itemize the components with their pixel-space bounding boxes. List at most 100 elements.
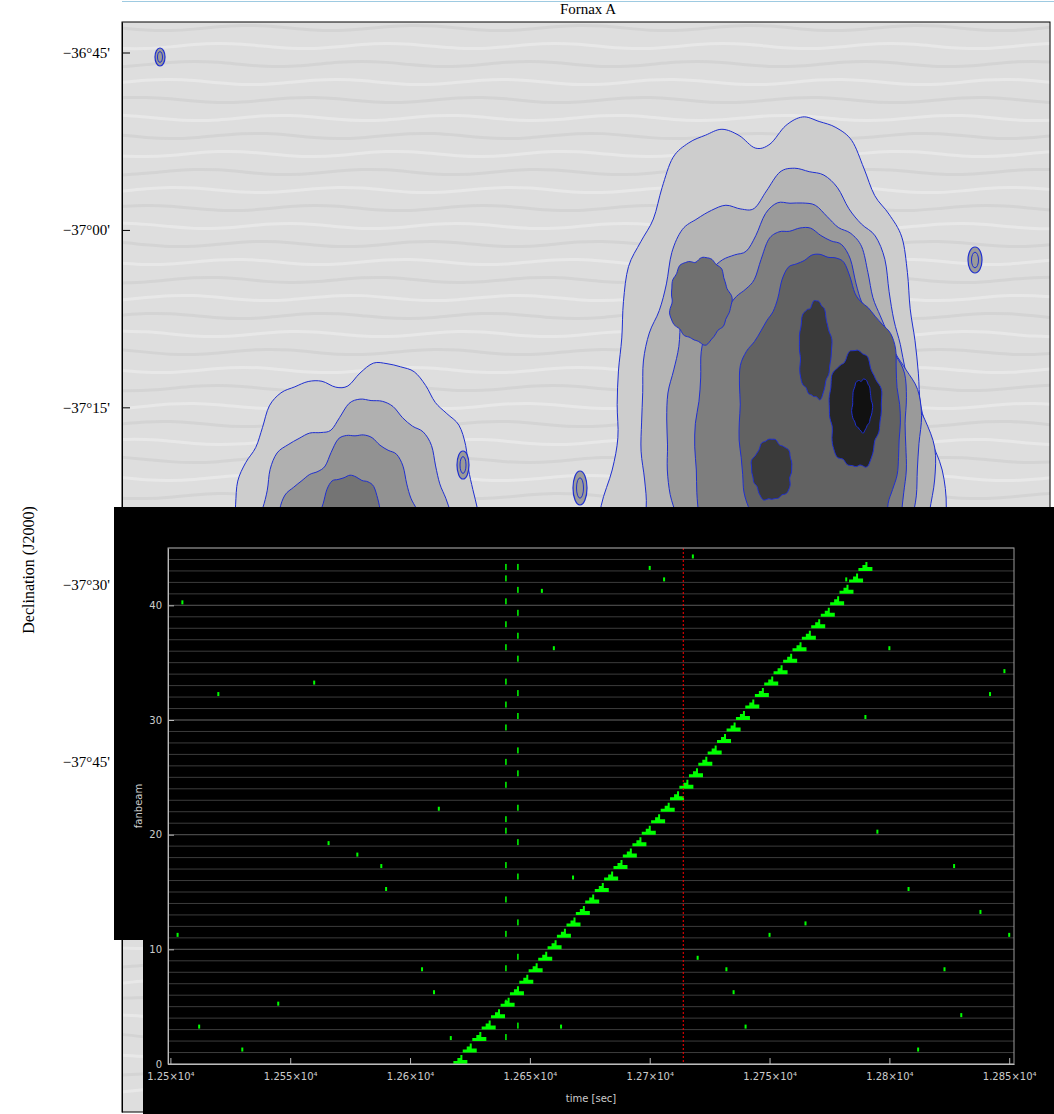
minor-grid-line xyxy=(168,857,1014,858)
detection xyxy=(505,1000,507,1006)
minor-grid-line xyxy=(168,777,1014,778)
detection xyxy=(517,988,519,994)
map-texture xyxy=(122,169,1050,175)
detection xyxy=(482,1021,496,1030)
tick: 1.255×10⁴ xyxy=(264,1058,318,1082)
detection xyxy=(517,610,519,616)
minor-grid-line xyxy=(168,937,1014,938)
chart-root: −36°45'−37°00'−37°15'−37°30'−37°45'Forna… xyxy=(0,0,1054,1114)
detection xyxy=(708,745,722,754)
contour xyxy=(751,439,792,500)
detection xyxy=(181,600,183,604)
tick-label: 1.26×10⁴ xyxy=(387,1071,434,1082)
tick: 1.28×10⁴ xyxy=(866,1058,913,1082)
marks xyxy=(177,548,1011,1064)
detection xyxy=(623,849,637,858)
detection xyxy=(505,816,507,822)
y-axis: 010203040 xyxy=(149,549,174,1070)
detection xyxy=(421,967,423,971)
detection xyxy=(517,713,519,719)
detection xyxy=(519,975,533,984)
detection xyxy=(517,919,519,925)
detection xyxy=(517,874,519,880)
detection xyxy=(541,589,543,593)
detection xyxy=(517,770,519,776)
detection xyxy=(505,575,507,581)
detection xyxy=(538,952,552,961)
detection xyxy=(505,759,507,765)
map-texture xyxy=(122,241,1050,246)
detection xyxy=(595,883,609,892)
tick-mark xyxy=(650,1058,651,1064)
detection xyxy=(876,830,878,834)
detection xyxy=(960,1013,962,1017)
detection xyxy=(438,807,440,811)
detection xyxy=(505,679,507,685)
detection xyxy=(864,715,866,719)
detection xyxy=(529,963,543,972)
detection xyxy=(505,965,507,971)
detection xyxy=(505,702,507,708)
tick: 1.265×10⁴ xyxy=(504,1058,558,1082)
detection xyxy=(505,724,507,730)
minor-grid-line xyxy=(168,616,1014,617)
minor-grid-line xyxy=(168,834,1014,835)
detection xyxy=(505,862,507,868)
minor-grid-line xyxy=(168,960,1014,961)
detection xyxy=(517,954,519,960)
tick: −36°45' xyxy=(63,45,130,61)
detection xyxy=(642,826,656,835)
tick-mark xyxy=(530,1058,531,1064)
detection xyxy=(908,887,910,891)
detection xyxy=(328,841,330,845)
grid-line xyxy=(168,949,1014,950)
tick-mark xyxy=(122,407,130,408)
detection xyxy=(943,967,945,971)
minor-grid-line xyxy=(168,972,1014,973)
minor-grid-line xyxy=(168,593,1014,594)
tick-mark xyxy=(168,835,174,836)
tick-label: 1.255×10⁴ xyxy=(264,1071,318,1082)
map-texture xyxy=(122,43,1050,49)
minor-grid-line xyxy=(168,846,1014,847)
detection xyxy=(632,837,646,846)
title: Fornax A xyxy=(560,1,616,17)
map-texture xyxy=(122,295,1050,300)
detection xyxy=(505,598,507,604)
detection xyxy=(517,839,519,845)
tick-mark xyxy=(168,605,174,606)
tick-label: 1.27×10⁴ xyxy=(627,1071,674,1082)
detection xyxy=(472,1032,486,1041)
minor-grid-line xyxy=(168,754,1014,755)
detection xyxy=(979,910,981,914)
detection xyxy=(433,990,435,994)
minor-grid-line xyxy=(168,823,1014,824)
detection xyxy=(313,681,315,685)
tick-mark xyxy=(168,720,174,721)
axis-line xyxy=(169,1064,1015,1065)
tick-label: 30 xyxy=(149,715,162,726)
detection xyxy=(517,747,519,753)
axis-title: time [sec] xyxy=(566,1093,617,1104)
minor-grid-line xyxy=(168,811,1014,812)
grid-line xyxy=(168,720,1014,721)
tick-mark xyxy=(889,1058,890,1064)
detection xyxy=(517,1023,519,1029)
point-source xyxy=(158,52,163,63)
minor-grid-line xyxy=(168,708,1014,709)
minor-grid-line xyxy=(168,765,1014,766)
tick-mark xyxy=(170,1058,171,1064)
minor-grid-line xyxy=(168,582,1014,583)
point-source xyxy=(968,247,982,273)
map-texture xyxy=(122,25,1050,30)
detection xyxy=(1003,669,1005,673)
detection xyxy=(845,577,847,581)
map-texture xyxy=(122,115,1050,120)
detection xyxy=(1008,933,1010,937)
map-texture xyxy=(122,133,1050,138)
detection xyxy=(241,1048,243,1052)
map-texture xyxy=(122,151,1050,156)
detection xyxy=(463,1044,477,1053)
tick-label: −37°30' xyxy=(63,577,110,593)
tick: 20 xyxy=(149,829,174,840)
